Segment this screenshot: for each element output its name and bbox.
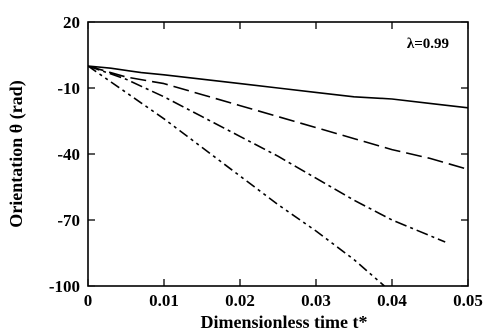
x-axis-ticks: 0 0.01 0.02 0.03 0.04 0.05: [84, 22, 483, 310]
x-tick-label: 0.05: [453, 291, 483, 310]
series-line-4: [87, 65, 385, 287]
y-tick-label: -70: [57, 211, 80, 230]
series-line-3: [87, 65, 446, 243]
lambda-annotation: λ=0.99: [407, 36, 449, 52]
y-tick-label: -100: [49, 277, 80, 296]
x-tick-label: 0: [84, 291, 93, 310]
x-tick-label: 0.03: [301, 291, 331, 310]
x-tick-label: 0.04: [377, 291, 407, 310]
y-axis-label: Orientation θ (rad): [6, 80, 27, 227]
series-layer: [87, 65, 469, 287]
series-line-1: [87, 65, 469, 109]
y-tick-label: -40: [57, 145, 80, 164]
x-axis-label: Dimensionless time t*: [201, 312, 368, 332]
x-tick-label: 0.01: [149, 291, 179, 310]
series-line-2: [87, 65, 469, 171]
y-tick-label: -10: [57, 79, 80, 98]
y-tick-label: 20: [63, 13, 80, 32]
x-tick-label: 0.02: [225, 291, 255, 310]
y-axis-ticks: 20 -10 -40 -70 -100: [49, 13, 468, 296]
